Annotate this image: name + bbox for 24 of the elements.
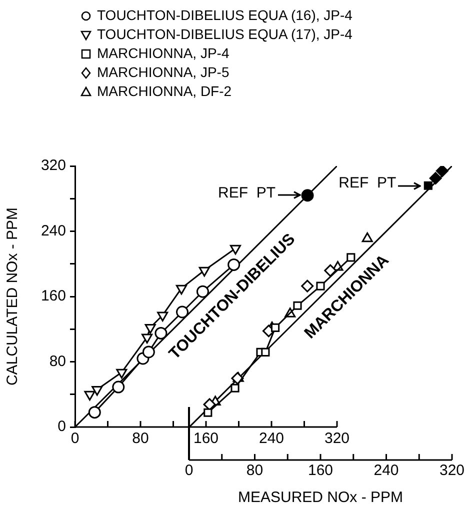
legend-label: TOUCHTON-DIBELIUS EQUA (17), JP-4	[97, 25, 352, 44]
x-tick-label: 320	[439, 462, 465, 480]
annotation: REF PT	[218, 184, 276, 202]
legend-label: MARCHIONNA, JP-4	[97, 44, 230, 63]
x-tick-label: 0	[70, 430, 80, 448]
y-tick-label: 240	[40, 222, 66, 240]
x-tick-label: 80	[132, 430, 149, 448]
x-tick-label: 240	[258, 430, 284, 448]
x-tick-label: 160	[193, 430, 219, 448]
x-axis-title: MEASURED NOx - PPM	[238, 489, 404, 506]
y-tick-label: 160	[40, 288, 66, 305]
legend-label: TOUCHTON-DIBELIUS EQUA (16), JP-4	[97, 6, 352, 25]
annotation: REF PT	[338, 174, 396, 192]
y-axis-title: CALCULATED NOx - PPM	[4, 207, 22, 386]
legend-label: MARCHIONNA, JP-5	[97, 63, 230, 82]
y-tick-label: 320	[40, 157, 66, 174]
x-tick-label: 160	[308, 462, 334, 480]
x-tick-label: 80	[246, 462, 264, 480]
y-tick-label: 80	[49, 352, 66, 370]
x-tick-label: 320	[324, 430, 350, 448]
x-tick-label: 0	[184, 462, 194, 480]
legend-label: MARCHIONNA, DF-2	[97, 82, 232, 101]
x-tick-label: 240	[374, 462, 399, 480]
y-tick-label: 0	[58, 418, 66, 436]
